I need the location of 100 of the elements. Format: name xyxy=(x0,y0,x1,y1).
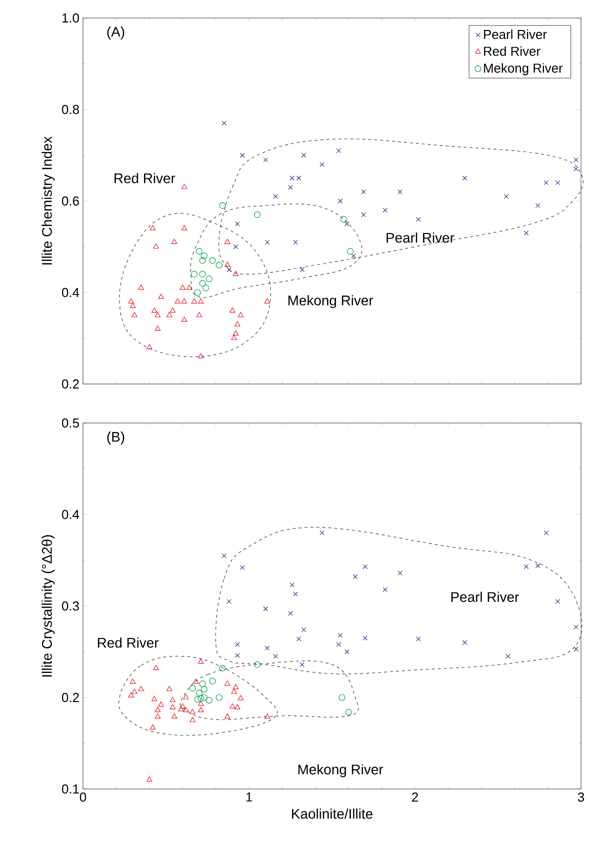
point xyxy=(200,252,208,260)
legend-label: Pearl River xyxy=(484,29,547,40)
y-tick-label: 0.8 xyxy=(62,104,79,114)
point xyxy=(535,203,540,208)
y-tick-label: 0.4 xyxy=(62,510,80,520)
point xyxy=(231,688,237,694)
point xyxy=(151,696,158,702)
point xyxy=(254,661,261,668)
point xyxy=(132,688,138,694)
point xyxy=(138,686,144,692)
y-tick-label: 0.6 xyxy=(62,196,79,206)
point xyxy=(344,221,350,226)
point xyxy=(296,636,302,642)
point xyxy=(320,162,324,167)
point xyxy=(216,262,222,268)
point xyxy=(351,253,356,258)
point xyxy=(199,280,206,287)
point xyxy=(194,696,201,703)
y-tick-label: 0.2 xyxy=(62,692,79,702)
point xyxy=(170,308,176,313)
point xyxy=(340,216,347,223)
point xyxy=(190,708,196,714)
y-axis-title: Illite Crystallinity (°Δ2θ) xyxy=(42,535,55,676)
x-axis-title: Kaolinite/Illite xyxy=(292,808,372,819)
point xyxy=(263,157,268,162)
point xyxy=(574,166,578,172)
point xyxy=(226,267,232,272)
point xyxy=(336,642,342,647)
point xyxy=(301,152,306,158)
point xyxy=(338,632,343,638)
legend-label: Red River xyxy=(484,46,540,56)
point xyxy=(398,189,402,194)
legend-label: Mekong River xyxy=(484,63,563,76)
y-tick-label: 0.3 xyxy=(62,601,79,611)
point xyxy=(524,564,529,570)
point xyxy=(382,587,388,592)
annotation: Mekong River xyxy=(288,295,374,308)
point xyxy=(181,298,188,304)
y-tick-label: 1.0 xyxy=(62,13,79,23)
point xyxy=(198,707,204,712)
point xyxy=(506,654,510,659)
point xyxy=(198,700,204,706)
point xyxy=(128,298,134,304)
point xyxy=(224,262,230,267)
x-tick-label: 2 xyxy=(412,792,418,802)
point xyxy=(190,717,196,722)
point xyxy=(382,208,388,213)
point xyxy=(200,686,208,693)
point xyxy=(320,530,324,536)
y-tick-label: 0.1 xyxy=(62,784,79,794)
x-tick-label: 1 xyxy=(246,792,252,802)
point xyxy=(198,298,204,304)
point xyxy=(130,678,136,684)
annotation: Pearl River xyxy=(386,232,454,243)
point xyxy=(462,640,468,646)
point xyxy=(224,713,230,719)
point xyxy=(153,243,159,249)
point xyxy=(344,649,350,654)
point xyxy=(338,198,343,204)
point xyxy=(132,312,138,318)
point xyxy=(398,570,402,576)
point xyxy=(150,225,156,230)
text: (A) xyxy=(107,26,124,40)
point xyxy=(234,704,240,710)
y-tick-label: 0.4 xyxy=(62,288,80,298)
point xyxy=(234,652,240,658)
point xyxy=(158,294,164,299)
annotation: Red River xyxy=(114,172,176,184)
point xyxy=(216,694,222,701)
y-axis-title: Illite Chemistry Index xyxy=(42,136,55,264)
point xyxy=(362,564,368,570)
point xyxy=(170,704,176,710)
point xyxy=(345,708,352,716)
point xyxy=(254,211,261,218)
point xyxy=(336,148,342,154)
point xyxy=(146,344,152,350)
point xyxy=(352,574,358,580)
point xyxy=(361,212,366,218)
point xyxy=(544,530,549,536)
point xyxy=(199,257,206,264)
point xyxy=(224,680,230,686)
point xyxy=(138,284,144,290)
point xyxy=(174,298,181,304)
point xyxy=(128,692,134,698)
point xyxy=(153,664,159,670)
point xyxy=(183,694,189,700)
annotation: Red River xyxy=(98,637,159,648)
point xyxy=(300,267,305,272)
point xyxy=(202,284,210,292)
point xyxy=(232,684,239,690)
point xyxy=(264,240,270,245)
annotation: Mekong River xyxy=(298,764,384,778)
point xyxy=(154,312,161,318)
point xyxy=(301,627,306,632)
point xyxy=(574,646,578,652)
point xyxy=(130,302,136,308)
point xyxy=(224,238,230,244)
point xyxy=(222,120,227,126)
point xyxy=(293,592,298,597)
point xyxy=(154,713,161,719)
